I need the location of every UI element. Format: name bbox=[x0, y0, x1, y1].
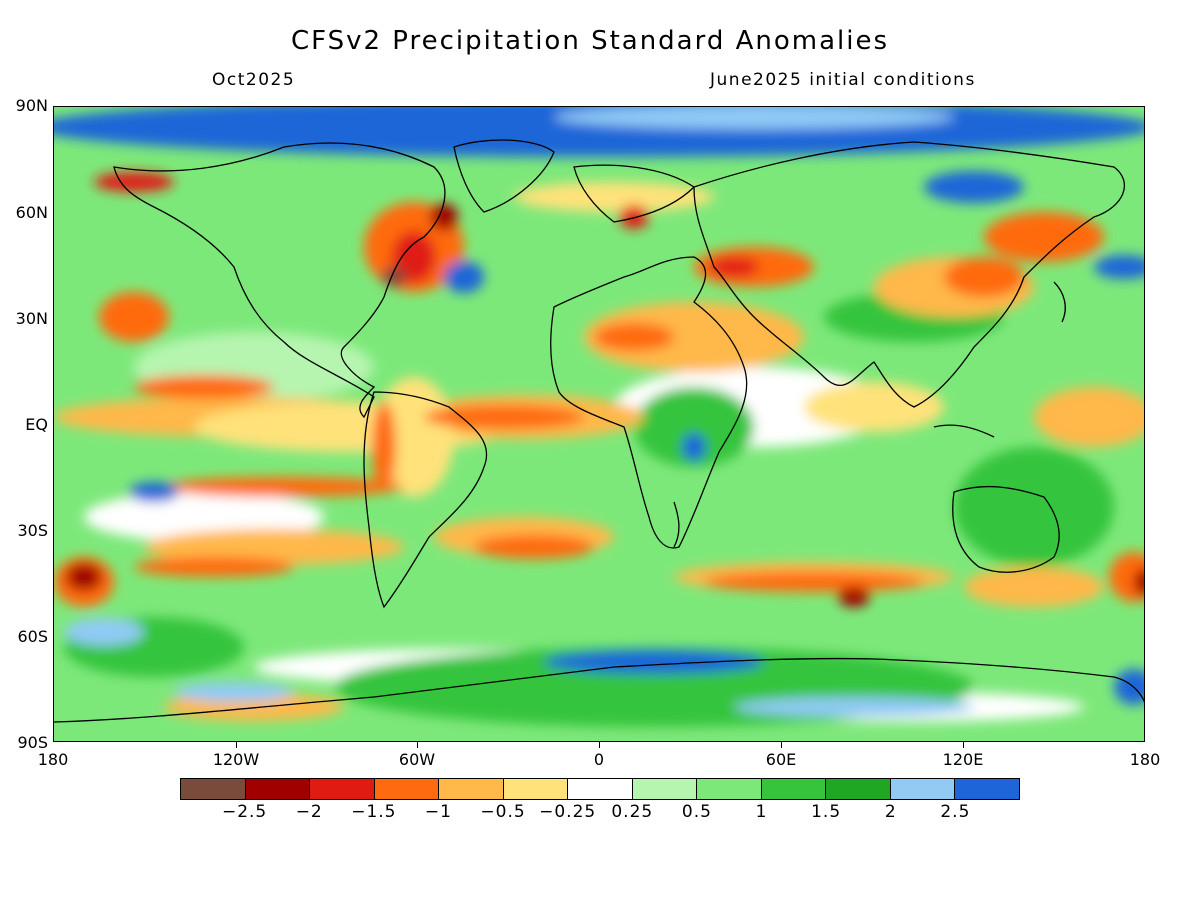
colorbar-label: −1 bbox=[424, 802, 452, 822]
colorbar-swatch bbox=[503, 779, 569, 799]
colorbar-swatch bbox=[761, 779, 827, 799]
colorbar-swatch bbox=[890, 779, 956, 799]
colorbar-label: 2.5 bbox=[940, 802, 971, 822]
colorbar-label: 0.5 bbox=[681, 802, 712, 822]
lat-label-60s: 60S bbox=[17, 627, 48, 646]
colorbar-swatch bbox=[374, 779, 440, 799]
lat-label-30n: 30N bbox=[15, 309, 48, 328]
lon-label-0: 0 bbox=[593, 750, 605, 769]
colorbar-label: 1 bbox=[755, 802, 768, 822]
colorbar bbox=[180, 778, 1020, 800]
tick-120e bbox=[963, 742, 964, 748]
colorbar-swatch bbox=[955, 779, 1019, 799]
lon-label-60e: 60E bbox=[765, 750, 797, 769]
lon-label-180e: 180 bbox=[1129, 750, 1161, 769]
lat-label-eq: EQ bbox=[25, 415, 48, 434]
lat-label-90s: 90S bbox=[17, 733, 48, 752]
colorbar-label: 0.25 bbox=[611, 802, 654, 822]
colorbar-label: −0.5 bbox=[480, 802, 526, 822]
colorbar-swatch bbox=[310, 779, 375, 799]
tick-60w bbox=[417, 742, 418, 748]
colorbar-label: 2 bbox=[884, 802, 897, 822]
lon-label-120w: 120W bbox=[212, 750, 260, 769]
colorbar-swatch bbox=[568, 779, 633, 799]
colorbar-label: 1.5 bbox=[811, 802, 842, 822]
lon-label-120e: 120E bbox=[942, 750, 984, 769]
coastlines bbox=[54, 139, 1144, 723]
initial-conditions-label: June2025 initial conditions bbox=[710, 70, 976, 90]
tick-60e bbox=[781, 742, 782, 748]
anomaly-field bbox=[54, 107, 1144, 727]
lon-label-180w: 180 bbox=[37, 750, 69, 769]
map-canvas bbox=[54, 107, 1144, 741]
valid-month-label: Oct2025 bbox=[212, 70, 296, 90]
colorbar-swatch bbox=[245, 779, 311, 799]
colorbar-swatch bbox=[181, 779, 246, 799]
tick-0 bbox=[599, 742, 600, 748]
colorbar-label: −0.25 bbox=[539, 802, 597, 822]
lon-label-60w: 60W bbox=[398, 750, 436, 769]
lat-label-90n: 90N bbox=[15, 96, 48, 115]
colorbar-label: −2 bbox=[295, 802, 323, 822]
chart-title: CFSv2 Precipitation Standard Anomalies bbox=[290, 26, 890, 56]
colorbar-swatch bbox=[697, 779, 762, 799]
tick-120w bbox=[236, 742, 237, 748]
precipitation-anomaly-map bbox=[53, 106, 1145, 742]
colorbar-swatch bbox=[826, 779, 891, 799]
lat-label-60n: 60N bbox=[15, 203, 48, 222]
colorbar-swatch bbox=[439, 779, 504, 799]
colorbar-label: −1.5 bbox=[351, 802, 397, 822]
lat-label-30s: 30S bbox=[17, 521, 48, 540]
colorbar-swatch bbox=[632, 779, 698, 799]
colorbar-label: −2.5 bbox=[221, 802, 268, 822]
